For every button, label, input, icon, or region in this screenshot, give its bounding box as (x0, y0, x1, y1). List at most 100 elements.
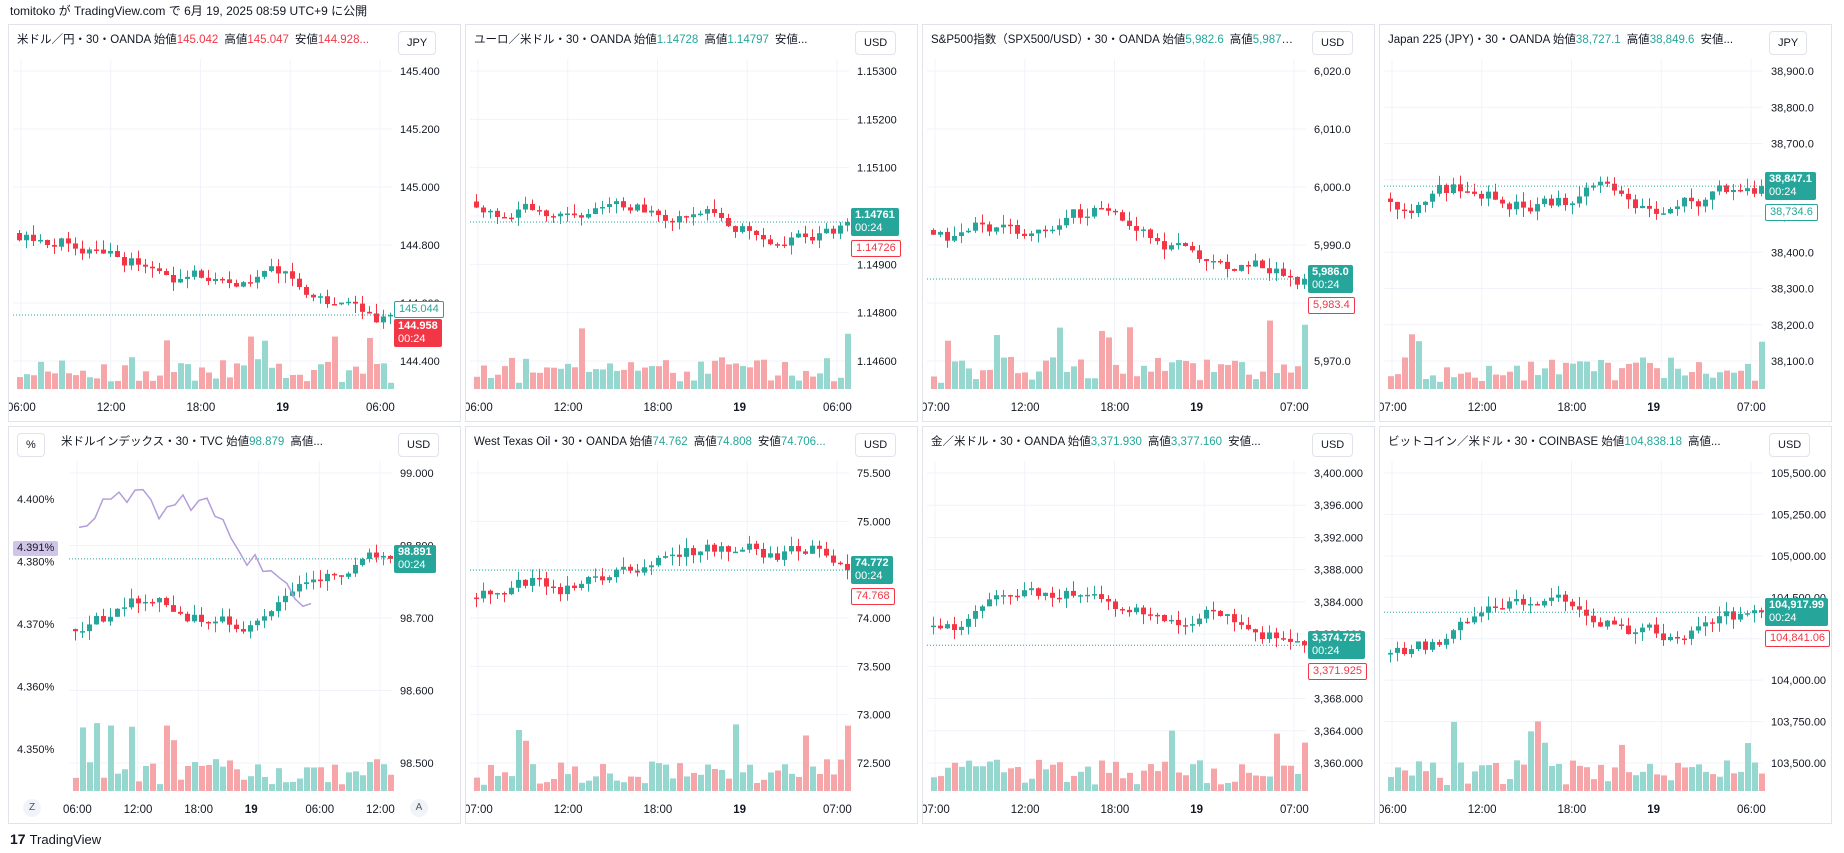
chart-panel-wti[interactable]: 75.50075.00074.50074.00073.50073.00072.5… (465, 426, 918, 824)
percent-scale-button[interactable]: % (17, 433, 45, 457)
candle-body (938, 231, 943, 235)
symbol-title[interactable]: ユーロ／米ドル・30・OANDA 始値1.14728 高値1.14797 安値... (474, 31, 837, 47)
volume-bar (388, 382, 394, 389)
volume-bar (1183, 360, 1189, 389)
volume-bar (45, 371, 51, 389)
volume-bar (579, 782, 585, 791)
currency-button[interactable]: USD (855, 433, 897, 457)
currency-button[interactable]: JPY (1769, 31, 1808, 55)
volume-bar (59, 360, 65, 389)
candle-body (297, 278, 302, 288)
currency-button[interactable]: USD (1312, 31, 1354, 55)
chart-panel-jp225[interactable]: 38,900.038,800.038,700.038,600.038,500.0… (1379, 24, 1832, 422)
symbol-title[interactable]: 米ドルインデックス・30・TVC 始値98.879 高値... (61, 433, 374, 449)
volume-bar (1591, 371, 1597, 389)
volume-bar (325, 782, 331, 791)
volume-bar (768, 772, 774, 791)
volume-bar (719, 769, 725, 791)
volume-bar (1535, 721, 1541, 791)
volume-bar (558, 368, 564, 389)
volume-bar (1120, 373, 1126, 389)
tradingview-logo-icon[interactable]: 17 (10, 831, 26, 847)
candle-body (1696, 201, 1701, 207)
volume-bar (1134, 376, 1140, 389)
chart-canvas[interactable]: 38,900.038,800.038,700.038,600.038,500.0… (1380, 25, 1832, 422)
candle-body (1535, 603, 1540, 606)
candle-body (1430, 642, 1435, 650)
volume-bar (1507, 779, 1513, 791)
candle-body (304, 287, 309, 295)
volume-bar (586, 780, 592, 791)
bar-countdown: 00:24 (1769, 186, 1797, 199)
chart-canvas[interactable]: 145.400145.200145.000144.800144.600144.4… (9, 25, 461, 422)
y-tick-label: 1.14600 (857, 356, 897, 368)
symbol-title[interactable]: Japan 225 (JPY)・30・OANDA 始値38,727.1 高値38,… (1388, 31, 1751, 47)
y-tick-label: 103,750.00 (1771, 717, 1826, 729)
volume-bar (1675, 368, 1681, 389)
volume-bar (1577, 361, 1583, 389)
candle-body (31, 234, 36, 241)
candle-body (388, 314, 393, 317)
volume-bar (523, 740, 529, 791)
auto-scale-button[interactable]: A (410, 799, 428, 817)
zoom-reset-button[interactable]: Z (23, 799, 41, 817)
open-value: 74.762 (652, 436, 688, 448)
volume-bar (241, 365, 247, 389)
candle-body (381, 316, 386, 323)
candle-body (136, 598, 141, 604)
volume-bar (733, 724, 739, 791)
left-y-tick-label: 4.350% (17, 744, 55, 756)
chart-canvas[interactable]: 3,400.000 3,396.000 3,392.000 3,388.000 3,38… (923, 427, 1375, 824)
candle-body (1281, 268, 1286, 276)
currency-button[interactable]: USD (855, 31, 897, 55)
candle-body (845, 221, 850, 226)
chart-panel-xauusd[interactable]: 3,400.000 3,396.000 3,392.000 3,388.000 3,38… (922, 426, 1375, 824)
y-tick-label: 75.500 (857, 468, 891, 480)
candle-body (1183, 243, 1188, 247)
candle-body (1577, 196, 1582, 204)
candle-body (516, 209, 521, 218)
candle-body (1717, 185, 1722, 192)
chart-panel-dxy[interactable]: 99.00098.80098.70098.60098.5004.400%4.38… (8, 426, 461, 824)
volume-bar (614, 780, 620, 791)
x-tick-label: 12:00 (1011, 804, 1040, 816)
candle-body (1022, 590, 1027, 597)
volume-bar (1225, 364, 1231, 389)
chart-canvas[interactable]: 99.00098.80098.70098.60098.5004.400%4.38… (9, 427, 461, 824)
candle-body (1745, 613, 1750, 615)
chart-panel-btcusd[interactable]: 105,500.00105,250.00105,000.00104,500.00… (1379, 426, 1832, 824)
currency-button[interactable]: USD (1769, 433, 1811, 457)
currency-button[interactable]: USD (1312, 433, 1354, 457)
chart-canvas[interactable]: 1.153001.152001.151001.150001.149001.148… (466, 25, 918, 422)
volume-bar (1029, 778, 1035, 791)
candle-body (530, 203, 535, 211)
candle-body (171, 605, 176, 612)
candle-body (1668, 636, 1673, 641)
symbol-title[interactable]: 金／米ドル・30・OANDA 始値3,371.930 高値3,377.160 安値.… (931, 433, 1294, 449)
brand-name[interactable]: TradingView (29, 832, 102, 847)
chart-canvas[interactable]: 6,020.06,010.06,000.05,990.05,980.05,970… (923, 25, 1375, 422)
volume-bar (1036, 759, 1042, 791)
candle-body (1043, 592, 1048, 596)
candle-body (1437, 184, 1442, 194)
x-tick-label: 12:00 (366, 804, 395, 816)
candle-body (691, 214, 696, 218)
volume-bar (241, 779, 247, 791)
candle-body (192, 270, 197, 277)
symbol-title[interactable]: West Texas Oil・30・OANDA 始値74.762 高値74.808… (474, 433, 837, 449)
chart-canvas[interactable]: 75.50075.00074.50074.00073.50073.00072.5… (466, 427, 918, 824)
currency-button[interactable]: JPY (398, 31, 437, 55)
x-tick-label: 06:00 (9, 402, 36, 414)
volume-bar (346, 370, 352, 389)
chart-panel-spx[interactable]: 6,020.06,010.06,000.05,990.05,980.05,970… (922, 24, 1375, 422)
chart-canvas[interactable]: 105,500.00105,250.00105,000.00104,500.00… (1380, 427, 1832, 824)
low-value: 144.928... (317, 34, 370, 46)
chart-panel-usdjpy[interactable]: 145.400145.200145.000144.800144.600144.4… (8, 24, 461, 422)
candle-body (1640, 627, 1645, 633)
symbol-title[interactable]: S&P500指数（SPX500/USD）・30・OANDA 始値5,982.6 高… (931, 31, 1294, 47)
symbol-title[interactable]: ビットコイン／米ドル・30・COINBASE 始値104,838.18 高値... (1388, 433, 1751, 449)
chart-panel-eurusd[interactable]: 1.153001.152001.151001.150001.149001.148… (465, 24, 918, 422)
currency-button[interactable]: USD (398, 433, 440, 457)
candle-body (115, 608, 120, 617)
symbol-title[interactable]: 米ドル／円・30・OANDA 始値145.042 高値145.047 安値144.9… (17, 31, 380, 47)
